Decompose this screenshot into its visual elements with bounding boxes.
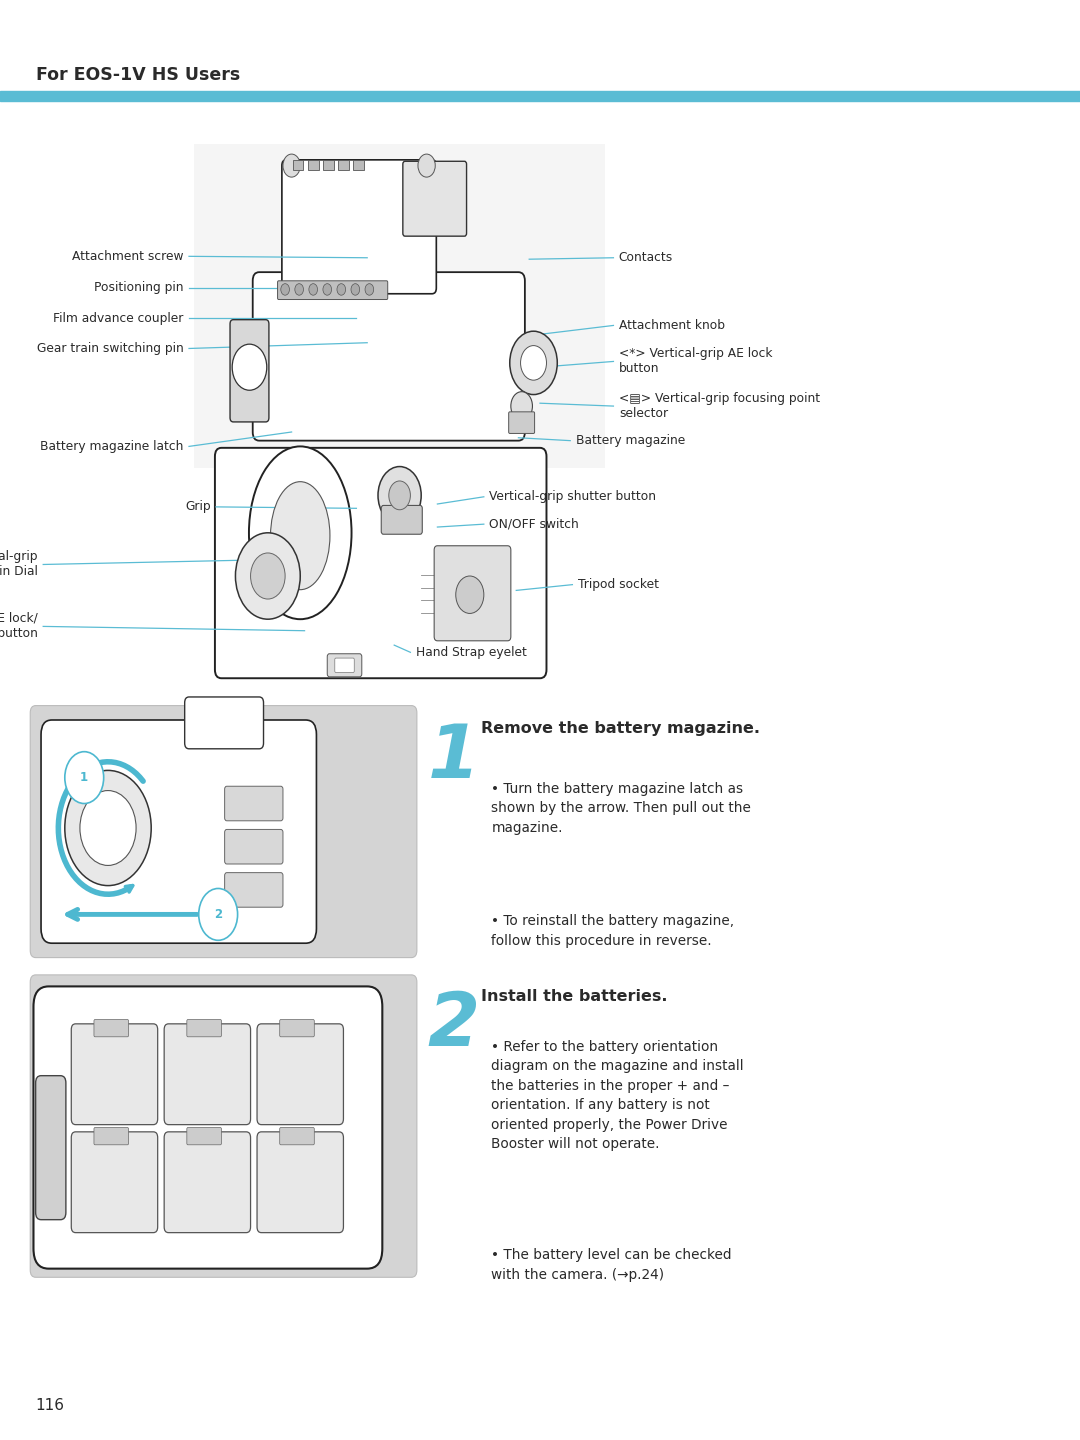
FancyBboxPatch shape <box>257 1132 343 1233</box>
Text: 116: 116 <box>36 1398 65 1413</box>
Circle shape <box>281 284 289 295</box>
FancyBboxPatch shape <box>187 1020 221 1037</box>
Circle shape <box>418 154 435 177</box>
Bar <box>308 160 319 170</box>
Circle shape <box>511 392 532 420</box>
FancyBboxPatch shape <box>30 706 417 958</box>
FancyBboxPatch shape <box>164 1024 251 1125</box>
Text: Hand Strap eyelet: Hand Strap eyelet <box>416 645 527 660</box>
Circle shape <box>65 770 151 886</box>
Bar <box>353 160 364 170</box>
Bar <box>323 160 334 170</box>
Text: Attachment screw: Attachment screw <box>72 249 184 264</box>
FancyBboxPatch shape <box>185 697 264 749</box>
FancyBboxPatch shape <box>225 829 283 864</box>
Text: 2: 2 <box>214 907 222 922</box>
FancyBboxPatch shape <box>434 546 511 641</box>
Text: Remove the battery magazine.: Remove the battery magazine. <box>481 721 759 736</box>
FancyBboxPatch shape <box>282 160 436 294</box>
Circle shape <box>235 533 300 619</box>
FancyBboxPatch shape <box>381 505 422 534</box>
FancyBboxPatch shape <box>41 720 316 943</box>
Circle shape <box>365 284 374 295</box>
Text: < ☼ > Vertical-grip
Main Dial: < ☼ > Vertical-grip Main Dial <box>0 550 38 579</box>
Text: Install the batteries.: Install the batteries. <box>481 989 667 1004</box>
Text: Vertical-grip shutter button: Vertical-grip shutter button <box>489 490 657 504</box>
Circle shape <box>378 467 421 524</box>
Text: Battery magazine: Battery magazine <box>576 433 685 448</box>
Bar <box>338 160 349 170</box>
FancyBboxPatch shape <box>94 1020 129 1037</box>
Text: 1: 1 <box>428 721 480 795</box>
Circle shape <box>521 346 546 380</box>
Bar <box>0 91 1080 101</box>
FancyBboxPatch shape <box>71 1132 158 1233</box>
Circle shape <box>232 344 267 390</box>
Text: Contacts: Contacts <box>619 251 673 265</box>
FancyBboxPatch shape <box>335 658 354 672</box>
Text: • The battery level can be checked
with the camera. (→p.24): • The battery level can be checked with … <box>491 1248 732 1282</box>
FancyBboxPatch shape <box>509 412 535 433</box>
FancyBboxPatch shape <box>94 1128 129 1145</box>
FancyBboxPatch shape <box>187 1128 221 1145</box>
Text: Film advance coupler: Film advance coupler <box>53 311 184 325</box>
Ellipse shape <box>271 481 330 590</box>
Text: Gear train switching pin: Gear train switching pin <box>37 341 184 356</box>
Circle shape <box>295 284 303 295</box>
FancyBboxPatch shape <box>164 1132 251 1233</box>
Circle shape <box>389 481 410 510</box>
Circle shape <box>283 154 300 177</box>
Circle shape <box>510 331 557 395</box>
Text: Grip: Grip <box>185 500 211 514</box>
Circle shape <box>65 752 104 804</box>
FancyBboxPatch shape <box>280 1020 314 1037</box>
Text: For EOS-1V HS Users: For EOS-1V HS Users <box>36 66 240 84</box>
FancyBboxPatch shape <box>327 654 362 677</box>
FancyBboxPatch shape <box>230 320 269 422</box>
Circle shape <box>456 576 484 613</box>
FancyBboxPatch shape <box>71 1024 158 1125</box>
FancyBboxPatch shape <box>253 272 525 441</box>
FancyBboxPatch shape <box>36 1076 66 1220</box>
FancyBboxPatch shape <box>33 986 382 1269</box>
Circle shape <box>199 888 238 940</box>
FancyBboxPatch shape <box>278 281 388 300</box>
Circle shape <box>323 284 332 295</box>
Text: 1: 1 <box>80 770 89 785</box>
Circle shape <box>80 791 136 865</box>
Text: ON/OFF switch: ON/OFF switch <box>489 517 579 531</box>
FancyBboxPatch shape <box>225 786 283 821</box>
Text: Tripod socket: Tripod socket <box>578 577 659 592</box>
Ellipse shape <box>248 446 352 619</box>
FancyBboxPatch shape <box>403 161 467 236</box>
Circle shape <box>337 284 346 295</box>
Circle shape <box>351 284 360 295</box>
Text: 2: 2 <box>428 989 480 1063</box>
Text: <*> Vertical-grip AE lock
button: <*> Vertical-grip AE lock button <box>619 347 772 376</box>
Circle shape <box>251 553 285 599</box>
Text: • Turn the battery magazine latch as
shown by the arrow. Then pull out the
magaz: • Turn the battery magazine latch as sho… <box>491 782 752 835</box>
Text: Positioning pin: Positioning pin <box>94 281 184 295</box>
Text: • To reinstall the battery magazine,
follow this procedure in reverse.: • To reinstall the battery magazine, fol… <box>491 914 734 948</box>
Text: <FEL> Vertical-grip FE lock/
multi-spot button: <FEL> Vertical-grip FE lock/ multi-spot … <box>0 612 38 641</box>
Bar <box>293 160 303 170</box>
Text: • Refer to the battery orientation
diagram on the magazine and install
the batte: • Refer to the battery orientation diagr… <box>491 1040 744 1151</box>
FancyBboxPatch shape <box>215 448 546 678</box>
Circle shape <box>309 284 318 295</box>
FancyBboxPatch shape <box>225 873 283 907</box>
FancyBboxPatch shape <box>257 1024 343 1125</box>
Text: <▤> Vertical-grip focusing point
selector: <▤> Vertical-grip focusing point selecto… <box>619 392 820 420</box>
FancyBboxPatch shape <box>30 975 417 1277</box>
Text: Battery magazine latch: Battery magazine latch <box>40 439 184 454</box>
Text: Attachment knob: Attachment knob <box>619 318 725 333</box>
FancyBboxPatch shape <box>280 1128 314 1145</box>
FancyBboxPatch shape <box>194 144 605 468</box>
